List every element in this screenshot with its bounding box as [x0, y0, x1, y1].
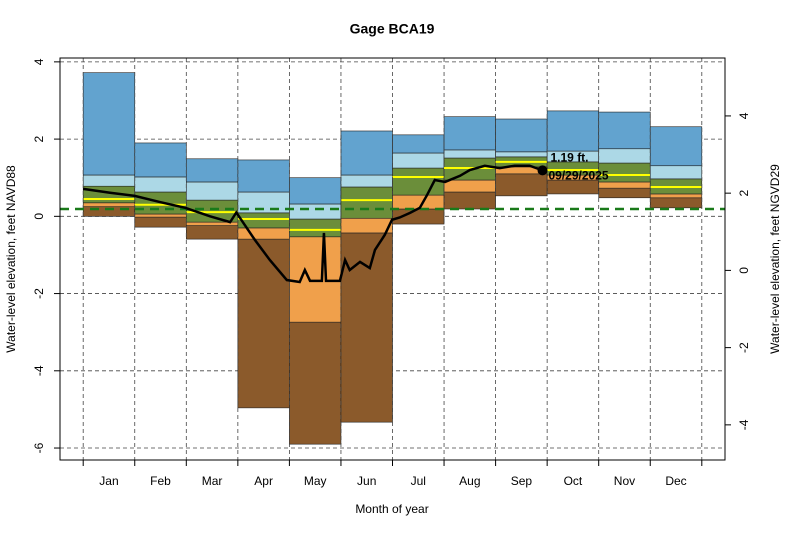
percentile-band	[443, 179, 496, 193]
percentile-band	[649, 197, 703, 209]
current-line	[83, 164, 543, 284]
y-tick-label: -2	[32, 288, 46, 299]
percentile-band	[289, 177, 342, 205]
percentile-band	[443, 191, 496, 210]
percentile-band	[82, 72, 136, 176]
percentile-band	[649, 126, 703, 167]
percentile-band	[598, 187, 651, 199]
y2-tick-label: -2	[737, 342, 751, 353]
y-tick-label: 2	[32, 135, 46, 142]
x-tick-label: Jul	[411, 474, 426, 488]
percentile-band	[237, 238, 290, 409]
y-tick-label: 4	[32, 58, 46, 65]
percentile-band	[392, 134, 445, 154]
percentile-band	[495, 118, 548, 153]
y-axis-title: Water-level elevation, feet NAVD88	[4, 165, 18, 353]
plot-frame	[59, 57, 726, 461]
percentile-band	[340, 186, 393, 219]
annotation-value: 1.19 ft.	[551, 151, 589, 165]
current-point	[537, 165, 548, 176]
x-tick-label: Feb	[150, 474, 171, 488]
percentile-band	[546, 110, 600, 152]
percentile-band	[495, 151, 548, 158]
percentile-band	[82, 174, 136, 187]
y2-axis-title: Water-level elevation, feet NGVD29	[768, 164, 782, 354]
x-tick-label: Mar	[202, 474, 223, 488]
percentile-band	[134, 213, 187, 218]
x-tick-label: Aug	[459, 474, 480, 488]
y-tick-label: 0	[32, 213, 46, 220]
percentile-band	[649, 165, 703, 180]
y2-tick-label: 0	[737, 267, 751, 274]
y2-tick-label: -4	[737, 419, 751, 430]
percentile-band	[392, 194, 445, 210]
x-tick-label: Nov	[614, 474, 635, 488]
y-tick-label: -4	[32, 365, 46, 376]
percentile-band	[340, 130, 393, 176]
percentile-band	[289, 236, 342, 323]
percentile-band	[649, 193, 703, 199]
x-tick-label: Jan	[99, 474, 118, 488]
x-tick-label: Sep	[511, 474, 533, 488]
y2-tick-label: 2	[737, 190, 751, 197]
percentile-band	[134, 176, 187, 193]
percentile-band	[237, 159, 290, 193]
annotation-date: 09/29/2025	[549, 169, 609, 183]
percentile-band	[340, 174, 393, 188]
percentile-band	[134, 142, 187, 178]
percentile-band	[598, 181, 651, 189]
percentile-band	[185, 158, 239, 183]
percentile-band	[289, 321, 342, 445]
x-tick-label: Dec	[665, 474, 686, 488]
x-axis-title: Month of year	[355, 502, 428, 516]
percentile-band	[289, 203, 342, 220]
percentile-band	[185, 225, 239, 240]
percentile-band	[443, 149, 496, 159]
percentile-band	[495, 173, 548, 197]
percentile-band	[185, 181, 239, 201]
x-tick-label: May	[304, 474, 327, 488]
x-tick-label: Oct	[564, 474, 583, 488]
chart-title: Gage BCA19	[350, 21, 435, 37]
x-tick-label: Jun	[357, 474, 376, 488]
percentile-band	[443, 116, 496, 151]
percentile-band	[82, 202, 136, 207]
percentile-band	[134, 216, 187, 228]
percentile-band	[340, 217, 393, 234]
percentile-band	[289, 218, 342, 238]
percentile-band	[598, 148, 651, 164]
percentile-band	[237, 227, 290, 240]
y-tick-label: -6	[32, 442, 46, 453]
x-tick-label: Apr	[254, 474, 273, 488]
percentile-band	[392, 152, 445, 169]
percentile-band	[340, 232, 393, 423]
percentile-band	[598, 111, 651, 150]
y2-tick-label: 4	[737, 112, 751, 119]
